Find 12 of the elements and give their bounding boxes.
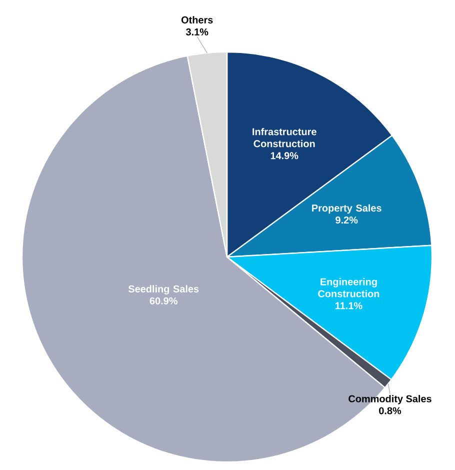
data-label: 60.9% xyxy=(150,297,178,304)
data-label: 11.1% xyxy=(335,302,362,310)
data-label: 0.8% xyxy=(379,407,402,414)
slice-label: Engineering Construction xyxy=(318,278,380,298)
slice-label: Others xyxy=(181,16,213,24)
slice-label: Property Sales xyxy=(312,204,382,214)
slice-label: Commodity Sales xyxy=(348,394,432,404)
data-label: 3.1% xyxy=(186,28,208,36)
data-label: 9.2% xyxy=(336,216,358,224)
slice-label: Seedling Sales xyxy=(128,285,199,294)
data-label: 14.9% xyxy=(270,152,298,160)
slice-label: Infrastructure Construction xyxy=(252,128,316,148)
